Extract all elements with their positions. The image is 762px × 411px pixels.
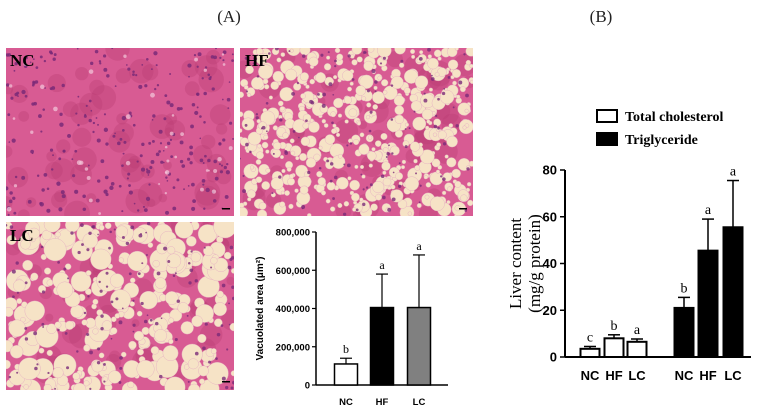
chart-b-legend-swatch: [596, 132, 618, 146]
chart-vacuolated-area: 0 200,000 400,000 600,000 800,000 Vacuolated …: [255, 228, 448, 408]
chart-b-category-label: HF: [605, 368, 622, 383]
scale-bar-lc: [222, 381, 230, 383]
chart-b-bar: [579, 347, 601, 359]
scale-bar-nc: [222, 208, 230, 210]
chart-b-y-tick-label: 20: [543, 303, 557, 318]
chart-b-category-label: NC: [675, 368, 694, 383]
chart-b-significance-label: c: [587, 330, 593, 345]
panel-label-b: (B): [590, 7, 613, 26]
chart-b-y-axis-label: Liver content(mg/g protein): [506, 214, 544, 313]
chart-b-bar: [697, 249, 719, 358]
chart-a-bar: [333, 363, 359, 386]
micrograph-label-hf: HF: [245, 51, 269, 70]
chart-b-category-label: HF: [699, 368, 716, 383]
micrograph-nc: [6, 48, 234, 216]
chart-b-legend-swatch: [596, 109, 618, 123]
chart-b-bar: [603, 337, 625, 358]
chart-a-y-tick-label: 400,000: [276, 304, 310, 315]
chart-b-significance-label: b: [611, 319, 618, 334]
chart-b-bar: [626, 340, 648, 358]
chart-b-significance-label: a: [730, 165, 737, 180]
chart-b-legend-label: Triglyceride: [625, 133, 698, 148]
chart-a-bar: [369, 306, 395, 386]
micrograph-lc: [6, 222, 234, 390]
chart-b-y-tick-label: 0: [550, 350, 557, 365]
chart-b-y-tick-label: 40: [543, 256, 557, 271]
chart-b-bar: [673, 306, 695, 359]
chart-a-y-tick-label: 600,000: [276, 266, 310, 277]
chart-a-bar: [406, 306, 432, 386]
chart-a-category-label: LC: [413, 397, 426, 408]
chart-b-significance-label: a: [705, 203, 712, 218]
chart-b-category-label: NC: [581, 368, 600, 383]
micrograph-lc-texture: [6, 222, 234, 390]
chart-a-y-tick-label: 200,000: [276, 342, 310, 353]
micrograph-label-lc: LC: [10, 226, 34, 245]
chart-a-y-tick-label: 0: [305, 381, 310, 392]
scale-bar-hf: [459, 208, 467, 210]
chart-a-significance-label: a: [416, 239, 422, 253]
micrograph-hf: [240, 48, 473, 216]
chart-b-bar: [722, 226, 744, 358]
chart-liver-content: 0 20 40 60 80 Liver content(mg/g protein) c NC b…: [506, 109, 751, 383]
chart-a-significance-label: b: [343, 342, 349, 356]
chart-b-category-label: LC: [724, 368, 742, 383]
chart-a-y-tick-label: 800,000: [276, 228, 310, 239]
chart-b-significance-label: b: [681, 281, 688, 296]
micrograph-hf-texture: [240, 48, 473, 216]
chart-b-y-tick-label: 80: [543, 163, 557, 178]
chart-b-significance-label: a: [634, 323, 641, 338]
chart-b-legend-label: Total cholesterol: [625, 110, 723, 125]
chart-b-category-label: LC: [628, 368, 646, 383]
micrograph-nc-background: [6, 48, 234, 216]
chart-a-category-label: HF: [376, 397, 389, 408]
micrograph-nc-texture: [6, 48, 234, 216]
chart-a-category-label: NC: [339, 397, 353, 408]
panel-label-a: (A): [217, 7, 241, 26]
micrograph-label-nc: NC: [10, 51, 35, 70]
chart-a-significance-label: a: [379, 258, 385, 272]
chart-a-y-axis-label: Vacuolated area (μm²): [255, 257, 266, 361]
chart-b-y-tick-label: 60: [543, 209, 557, 224]
